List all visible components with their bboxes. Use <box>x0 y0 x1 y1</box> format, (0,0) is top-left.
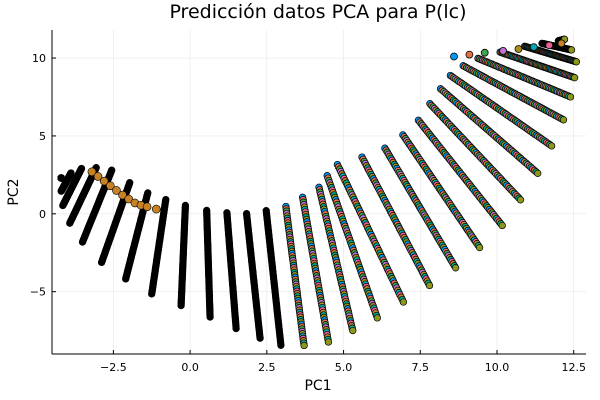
scatter-point <box>97 258 106 267</box>
scatter-point <box>148 290 156 298</box>
x-tick-label: 10.0 <box>485 361 510 374</box>
scatter-point <box>349 326 357 335</box>
scatter-point <box>57 187 65 195</box>
scatter-point <box>59 201 67 210</box>
scatter-point <box>57 174 65 182</box>
x-axis-label: PC1 <box>304 378 331 394</box>
x-axis-ticks: −2.5 0.0 2.5 5.0 7.5 10.0 12.5 <box>100 350 586 374</box>
y-tick-label: 5 <box>39 130 46 143</box>
scatter-point <box>514 45 523 53</box>
scatter-point <box>66 219 74 227</box>
scatter-point <box>373 314 381 322</box>
scatter-point <box>78 238 87 246</box>
y-tick-label: −5 <box>30 286 46 299</box>
x-tick-label: 2.5 <box>258 361 276 374</box>
scatter-point <box>177 301 185 310</box>
x-tick-label: 7.5 <box>412 361 430 374</box>
scatter-point <box>557 39 566 48</box>
scatter-point <box>566 93 575 101</box>
x-tick-label: 5.0 <box>335 361 353 374</box>
scatter-point <box>529 43 538 51</box>
highlight-point <box>93 172 103 181</box>
x-tick-label: −2.5 <box>100 361 127 374</box>
chart-title: Predicción datos PCA para P(lc) <box>169 1 466 23</box>
scatter-point <box>425 281 434 290</box>
scatter-point <box>122 275 130 283</box>
scatter-point <box>547 142 556 150</box>
scatter-point <box>450 52 458 61</box>
x-tick-label: 12.5 <box>561 361 586 374</box>
scatter-point <box>570 74 579 82</box>
y-axis-ticks: −5 0 5 10 <box>30 52 56 299</box>
scatter-point <box>567 46 576 54</box>
scatter-point <box>324 338 333 346</box>
scatter-point <box>480 48 489 57</box>
highlight-point <box>124 194 133 204</box>
scatter-point <box>277 341 285 349</box>
scatter-point <box>499 47 508 55</box>
scatter-point <box>232 324 240 333</box>
scatter-point <box>545 41 554 50</box>
scatter-point <box>256 334 264 342</box>
highlight-point <box>99 176 109 186</box>
scatter-point <box>399 298 408 306</box>
y-axis-label: PC2 <box>6 178 22 205</box>
highlight-series <box>87 167 161 214</box>
highlight-point <box>112 186 121 195</box>
y-tick-label: 10 <box>32 52 46 65</box>
scatter-point <box>451 264 460 272</box>
scatter-point <box>559 116 568 124</box>
y-tick-label: 0 <box>39 208 46 221</box>
scatter-point <box>516 196 525 204</box>
scatter-point <box>300 341 308 350</box>
scatter-cloud <box>57 35 581 350</box>
highlight-point <box>87 167 97 177</box>
scatter-point <box>475 243 484 252</box>
scatter-point <box>572 58 581 66</box>
scatter-point <box>465 50 474 59</box>
scatter-point <box>206 313 214 321</box>
highlight-point <box>106 181 115 191</box>
highlight-point <box>142 202 152 212</box>
x-tick-label: 0.0 <box>181 361 199 374</box>
scatter-point <box>498 221 506 230</box>
highlight-point <box>152 204 161 214</box>
highlight-point <box>118 190 127 200</box>
scatter-point <box>534 169 542 177</box>
